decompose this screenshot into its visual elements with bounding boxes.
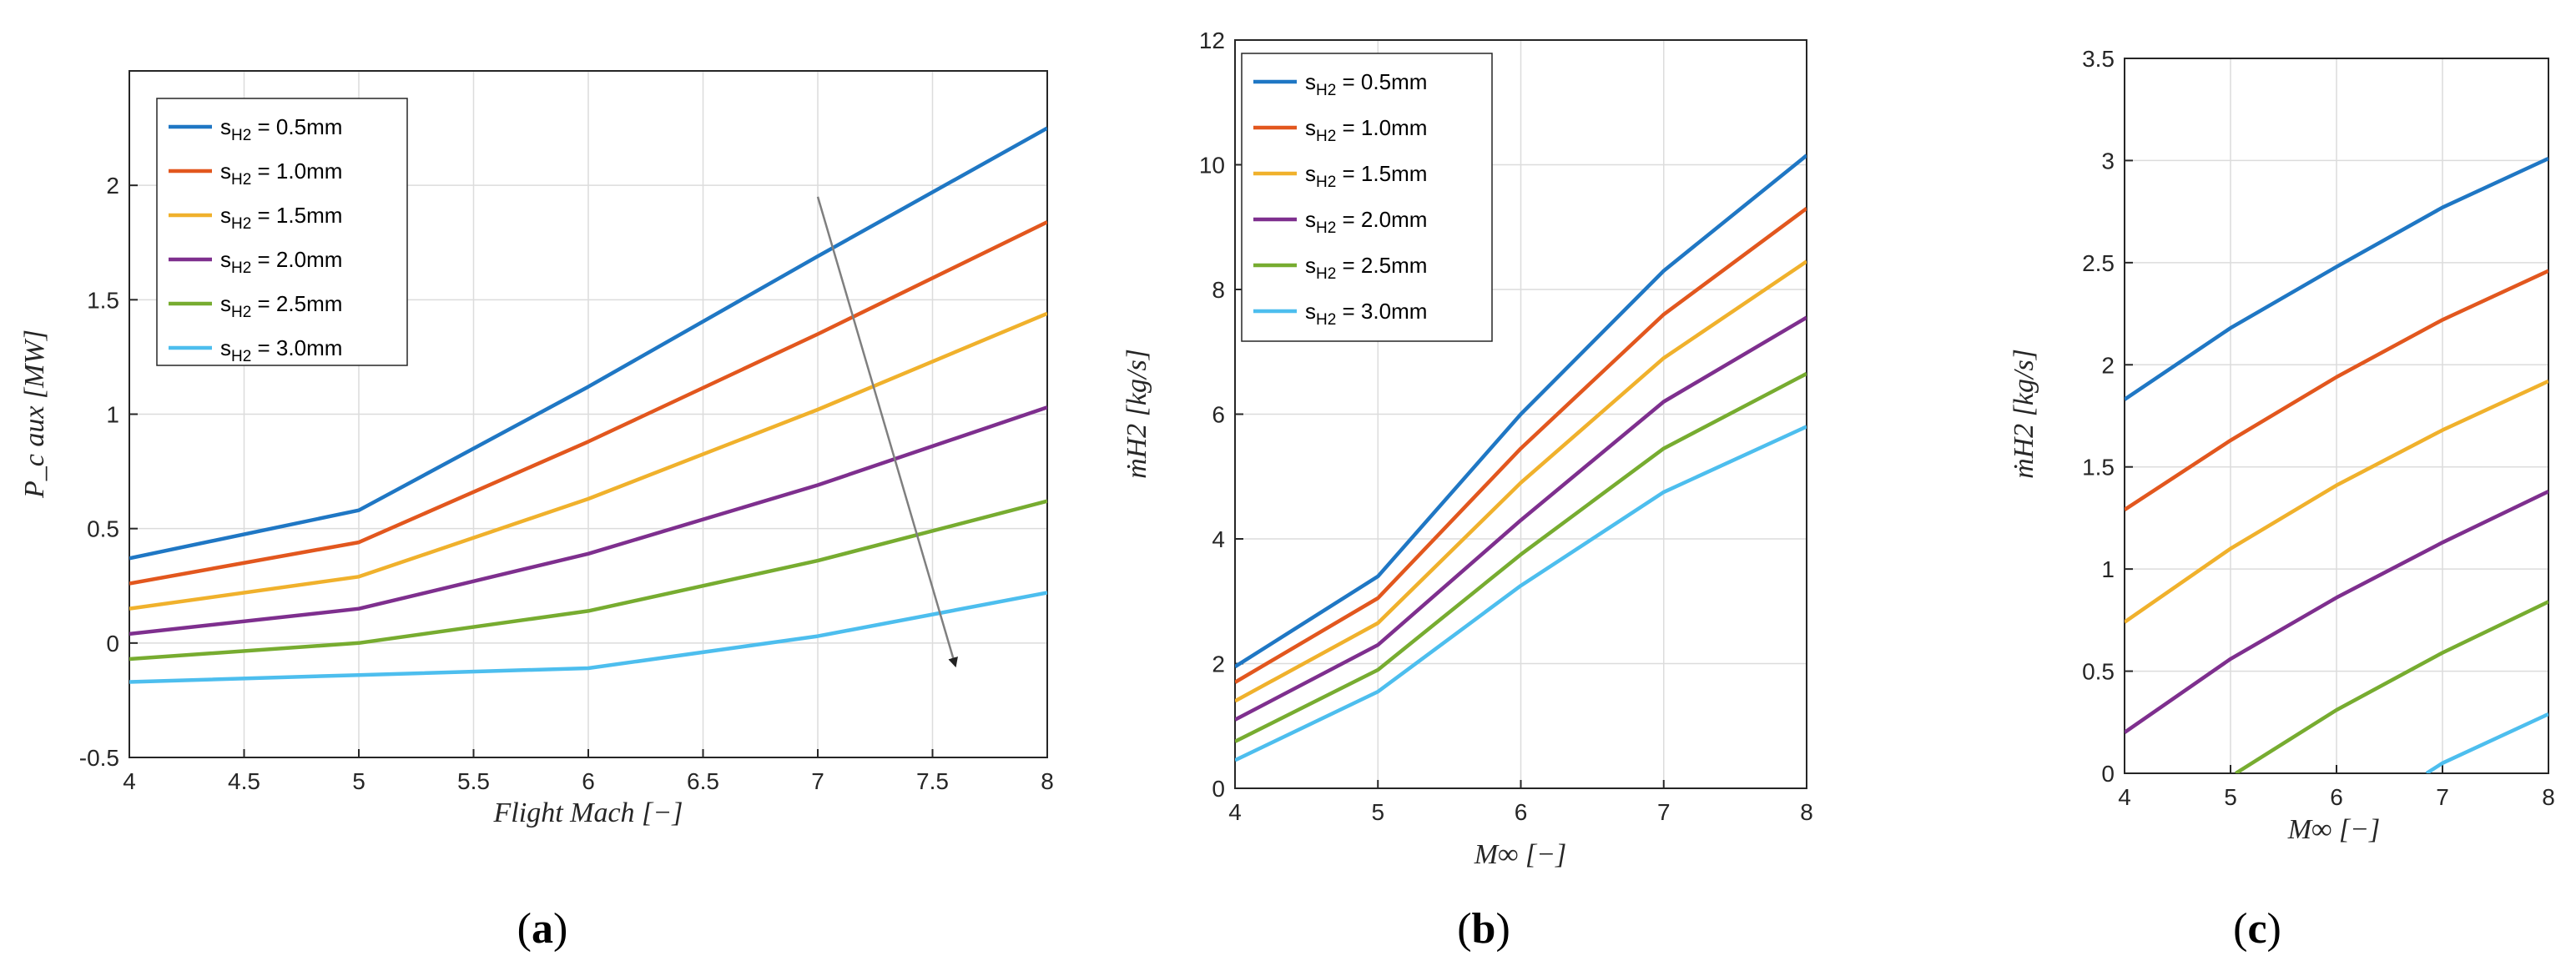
y-tick-label: 4 xyxy=(1212,526,1225,552)
trend-arrow xyxy=(816,196,958,668)
y-tick-label: 1.5 xyxy=(87,287,119,313)
series-line-4 xyxy=(1235,315,1807,722)
series-line-2 xyxy=(129,220,1047,586)
x-tick-label: 4.5 xyxy=(228,768,260,794)
series-line-3 xyxy=(129,311,1047,611)
y-tick-label: 3 xyxy=(2101,148,2115,174)
y-tick-label: 0 xyxy=(2101,761,2115,787)
x-axis-label: Flight Mach [−] xyxy=(493,797,683,828)
y-tick-label: 0 xyxy=(1212,776,1225,802)
legend-entry-label: sH2 = 0.5mm xyxy=(1305,69,1427,99)
y-tick-label: 6 xyxy=(1212,402,1225,428)
legend-entry-label: sH2 = 0.5mm xyxy=(220,114,342,144)
x-tick-label: 5 xyxy=(2224,784,2237,810)
plot-border xyxy=(2124,58,2549,774)
x-tick-label: 6 xyxy=(2330,784,2343,810)
legend-box xyxy=(1241,53,1493,342)
y-tick-label: 1.5 xyxy=(2082,455,2115,480)
series-line-1 xyxy=(129,126,1047,561)
series-line-2 xyxy=(2125,269,2548,511)
y-tick-label: 2 xyxy=(106,173,119,199)
series-group xyxy=(1235,153,1807,762)
y-tick-label: 1 xyxy=(106,402,119,428)
x-axis-label: M∞ [−] xyxy=(2287,814,2380,845)
chart-panel-a: 4 4.5 5 5.5 6 6.5 7 7.5 8 -0.5 0 0.5 1 1.5 2 sH2 = 0.5m… xyxy=(19,70,1054,953)
x-axis-label: M∞ [−] xyxy=(1474,839,1566,870)
y-tick-label: 2.5 xyxy=(2082,250,2115,276)
legend-entry-label: sH2 = 3.0mm xyxy=(220,335,342,365)
legend-entry-label: sH2 = 1.0mm xyxy=(1305,115,1427,145)
plot-border xyxy=(129,70,1048,758)
legend-entry-label: sH2 = 3.0mm xyxy=(1305,299,1427,329)
series-line-1 xyxy=(1235,153,1807,669)
series-line-6 xyxy=(1235,425,1807,762)
y-axis-label: ṁH2 [kg/s] xyxy=(1122,349,1152,479)
legend-entry-label: sH2 = 2.0mm xyxy=(1305,207,1427,237)
series-line-3 xyxy=(2125,379,2548,624)
legend-entry-label: sH2 = 1.5mm xyxy=(220,203,342,233)
y-axis-label: P_c aux [MW] xyxy=(19,330,50,499)
x-tick-label: 8 xyxy=(2542,784,2555,810)
plot-border xyxy=(1234,39,1807,789)
x-tick-label: 7.5 xyxy=(916,768,949,794)
y-tick-label: 2 xyxy=(1212,652,1225,677)
x-tick-label: 6 xyxy=(1515,799,1528,825)
x-tick-label: 4 xyxy=(123,768,136,794)
legend: sH2 = 0.5mm sH2 = 1.0mm sH2 = 1.5mm sH2 = 2… xyxy=(156,98,408,366)
y-tick-label: 8 xyxy=(1212,277,1225,303)
panel-label: (a) xyxy=(517,905,568,953)
series-line-5 xyxy=(2235,600,2548,773)
series-line-5 xyxy=(129,499,1047,662)
series-line-3 xyxy=(1235,259,1807,703)
y-tick-label: 2 xyxy=(2101,352,2115,378)
series-line-5 xyxy=(1235,371,1807,743)
legend-box xyxy=(156,98,408,366)
x-tick-label: 4 xyxy=(1228,799,1242,825)
x-tick-label: 7 xyxy=(811,768,824,794)
panel-label: (c) xyxy=(2233,905,2281,953)
y-tick-label: -0.5 xyxy=(79,745,119,771)
legend: sH2 = 0.5mm sH2 = 1.0mm sH2 = 1.5mm sH2 = 2… xyxy=(1241,53,1493,342)
chart-panel-c: 4 5 6 7 8 0 0.5 1 1.5 2 2.5 3 3.5 M∞ [−] ṁH2 [kg/s] (c) xyxy=(2009,46,2555,953)
series-line-2 xyxy=(1235,206,1807,684)
x-tick-label: 7 xyxy=(1657,799,1671,825)
legend-entry-label: sH2 = 2.0mm xyxy=(220,247,342,277)
y-tick-label: 1 xyxy=(2101,556,2115,582)
y-tick-label: 10 xyxy=(1199,153,1225,179)
y-tick-label: 12 xyxy=(1199,28,1225,53)
series-line-4 xyxy=(2125,490,2548,734)
x-tick-label: 5 xyxy=(1371,799,1384,825)
legend-entry-label: sH2 = 2.5mm xyxy=(220,291,342,321)
legend-entry-label: sH2 = 1.0mm xyxy=(220,158,342,189)
x-tick-label: 6.5 xyxy=(687,768,719,794)
y-tick-label: 3.5 xyxy=(2082,46,2115,72)
series-line-1 xyxy=(2125,156,2548,401)
series-line-6 xyxy=(2425,712,2548,773)
legend-entry-label: sH2 = 2.5mm xyxy=(1305,253,1427,283)
x-tick-label: 5 xyxy=(352,768,365,794)
x-tick-label: 4 xyxy=(2118,784,2131,810)
x-tick-label: 6 xyxy=(582,768,595,794)
x-tick-label: 8 xyxy=(1041,768,1054,794)
x-tick-label: 7 xyxy=(2436,784,2449,810)
y-tick-label: 0.5 xyxy=(2082,659,2115,685)
legend-entry-label: sH2 = 1.5mm xyxy=(1305,161,1427,191)
panel-label: (b) xyxy=(1457,905,1510,953)
x-tick-label: 5.5 xyxy=(457,768,490,794)
y-tick-label: 0.5 xyxy=(87,516,119,542)
y-tick-label: 0 xyxy=(106,631,119,657)
x-tick-label: 8 xyxy=(1800,799,1813,825)
series-line-6 xyxy=(129,591,1047,684)
series-group xyxy=(2125,156,2548,773)
y-axis-label: ṁH2 [kg/s] xyxy=(2009,349,2039,479)
